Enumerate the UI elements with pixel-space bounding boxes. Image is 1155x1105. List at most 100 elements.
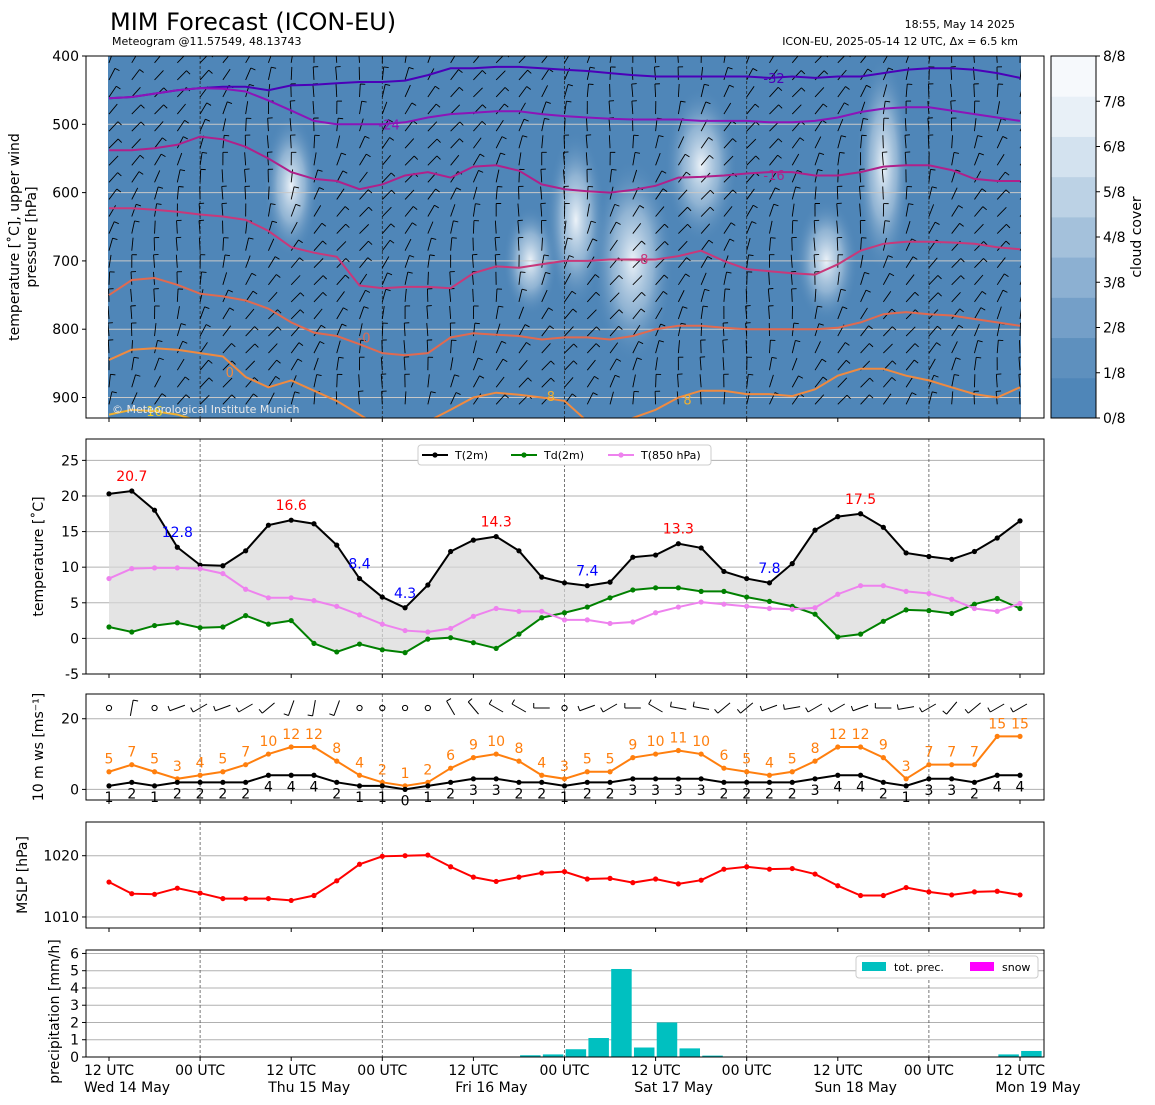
- wind-barb: [836, 203, 839, 217]
- data-label: 4: [993, 779, 1002, 795]
- wind-barb: [404, 222, 413, 234]
- precip-bar: [611, 968, 632, 1057]
- data-point: [493, 751, 499, 757]
- wind-barb: [586, 186, 589, 200]
- data-point: [334, 758, 340, 764]
- wind-barb: [564, 237, 568, 251]
- data-point: [311, 892, 317, 899]
- wind-barb: [245, 273, 253, 286]
- wind-barb-flag: [913, 359, 919, 364]
- wind-barb: [130, 305, 133, 319]
- wind-barb: [381, 119, 389, 132]
- data-point: [243, 586, 249, 592]
- wind-barb: [426, 340, 429, 354]
- wind-barb: [488, 703, 504, 713]
- wind-barb: [723, 288, 726, 302]
- wind-barb-flag: [931, 186, 937, 189]
- wind-barb: [517, 237, 520, 251]
- wind-barb: [359, 136, 366, 149]
- wind-barb: [974, 188, 983, 200]
- wind-barb: [1019, 67, 1021, 80]
- wind-barb-flag: [1010, 707, 1014, 713]
- wind-barb: [313, 187, 320, 200]
- wind-barb: [359, 83, 361, 98]
- wind-barb-flag: [413, 155, 419, 160]
- wind-barb: [131, 86, 141, 98]
- wind-barb-flag: [446, 698, 452, 702]
- wind-barb-flag: [594, 274, 600, 278]
- wind-barb: [176, 323, 182, 337]
- data-point: [311, 598, 317, 604]
- data-label: 8: [811, 741, 820, 757]
- wind-barb: [860, 272, 865, 285]
- wind-barb-flag: [390, 223, 395, 228]
- wind-barb: [131, 154, 141, 166]
- data-point: [653, 751, 659, 757]
- data-label: 9: [879, 738, 888, 754]
- data-point: [470, 537, 476, 543]
- y-tick-label: 5: [70, 596, 79, 612]
- wind-barb: [472, 357, 479, 371]
- wind-barb: [221, 169, 224, 183]
- data-label: 3: [173, 759, 182, 775]
- wind-barb-flag: [911, 238, 917, 242]
- wind-barb-flag: [344, 206, 350, 211]
- data-point: [766, 605, 773, 612]
- wind-barb: [518, 306, 524, 320]
- wind-barb-flag: [253, 393, 258, 398]
- wind-barb: [108, 56, 112, 63]
- wind-barb: [473, 121, 483, 132]
- data-point: [356, 772, 363, 778]
- data-point: [994, 535, 1000, 541]
- wind-barb-flag: [775, 187, 780, 191]
- wind-barb-flag: [504, 103, 509, 108]
- colorbar-tick-label: 0/8: [1103, 411, 1126, 427]
- wind-barb-flag: [680, 322, 686, 325]
- wind-barb-flag: [341, 152, 347, 156]
- y-tick-label: 4: [70, 981, 79, 997]
- wind-barb-flag: [329, 713, 335, 716]
- data-point: [903, 783, 909, 789]
- wind-barb: [564, 84, 569, 98]
- temperature-panel: 20.712.816.68.44.314.37.413.37.817.5T(2m…: [30, 438, 1045, 683]
- wind-barb-flag: [634, 152, 641, 154]
- wind-barb: [108, 271, 111, 285]
- y-tick-label: 25: [61, 453, 79, 469]
- wind-barb: [268, 238, 275, 251]
- wind-barb: [746, 138, 757, 149]
- wind-barb: [450, 204, 456, 217]
- wind-barb-flag: [345, 258, 350, 263]
- colorbar-segment: [1051, 96, 1096, 137]
- wind-barb: [608, 101, 611, 115]
- mslp-y-label: MSLP [hPa]: [15, 836, 31, 914]
- wind-barb: [974, 170, 982, 183]
- wind-barb: [290, 257, 300, 269]
- wind-barb: [154, 340, 158, 354]
- wind-barb-flag: [550, 377, 555, 382]
- wind-barb: [131, 104, 142, 115]
- wind-barb: [905, 326, 916, 337]
- data-label: 20.7: [116, 469, 147, 485]
- wind-barb: [905, 359, 915, 371]
- colorbar-segment: [1051, 136, 1096, 178]
- data-label: 7: [127, 745, 136, 761]
- wind-barb: [313, 135, 316, 149]
- data-point: [949, 596, 955, 602]
- wind-barb: [518, 324, 526, 337]
- wind-barb: [222, 394, 233, 405]
- data-point: [994, 608, 1000, 614]
- wind-barb: [836, 237, 839, 251]
- wind-barb: [473, 153, 481, 166]
- wind-barb: [563, 152, 565, 166]
- wind-barb: [245, 326, 255, 337]
- colorbar-segment: [1051, 377, 1096, 419]
- wind-barb: [723, 84, 730, 98]
- data-point: [561, 869, 568, 875]
- upper-content: -32-24-16-8-008 816: [108, 56, 1021, 418]
- wind-barb: [746, 188, 755, 200]
- data-point: [448, 548, 454, 555]
- data-label: 3: [674, 783, 683, 799]
- wind-barb: [928, 292, 939, 303]
- wind-barb: [996, 340, 999, 354]
